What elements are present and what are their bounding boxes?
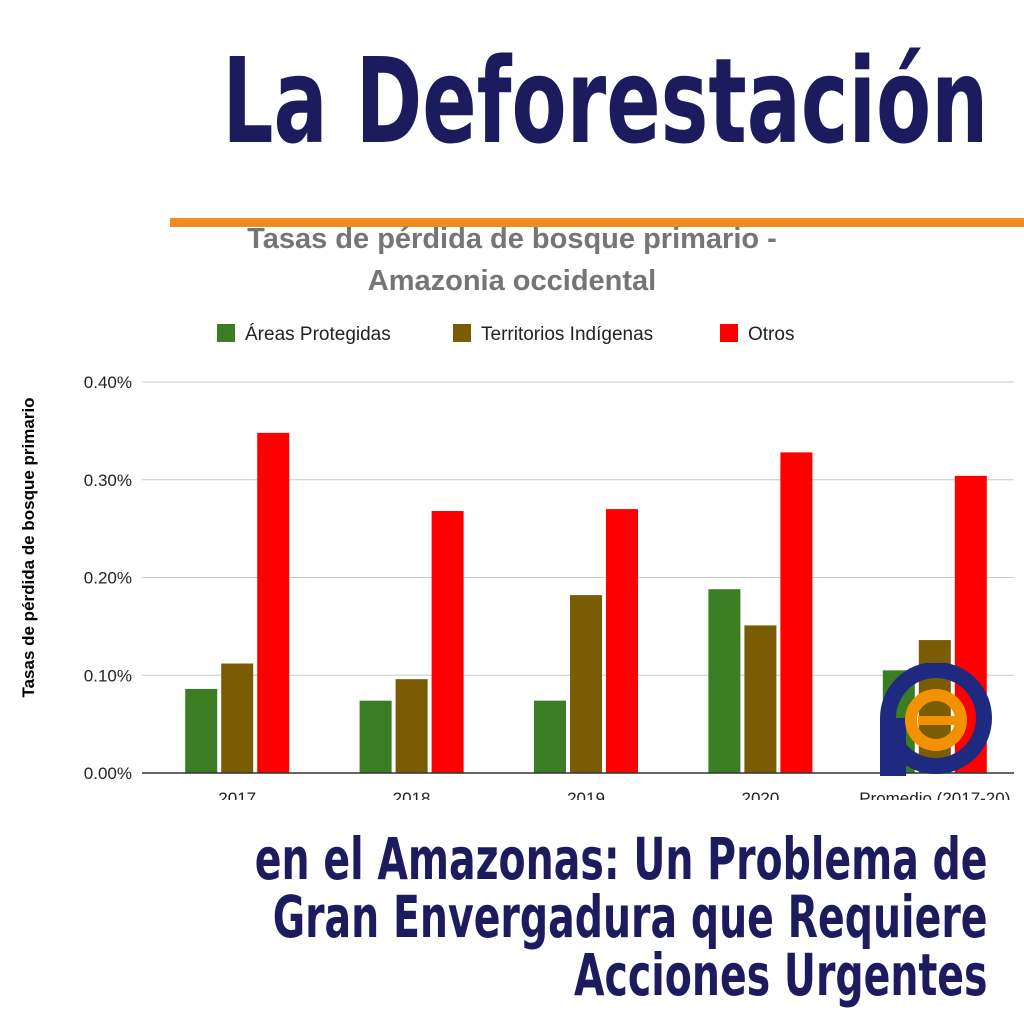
- headline-bottom-line-2: Gran Envergadura que Requiere: [273, 883, 988, 951]
- chart-bars: [185, 432, 987, 773]
- x-axis-ticks: 2017 2018 2019 2020 Promedio (2017-20): [218, 789, 1010, 800]
- logo-inner-ring: [905, 689, 967, 751]
- y-tick-label: 0.20%: [84, 569, 132, 588]
- y-tick-label: 0.10%: [84, 666, 132, 685]
- y-tick-label: 0.40%: [84, 373, 132, 392]
- bar: [395, 679, 428, 773]
- bar: [359, 700, 392, 773]
- bar: [744, 625, 777, 773]
- bar: [534, 700, 566, 773]
- logo-stem: [880, 718, 906, 776]
- bar-chart: Tasas de pérdida de bosque primario - Am…: [19, 223, 1014, 800]
- headline-bottom: en el Amazonas: Un Problema de Gran Enve…: [255, 830, 988, 1004]
- chart-title-line-2: Amazonia occidental: [368, 265, 656, 297]
- headline-top: La Deforestación: [222, 32, 988, 170]
- chart-legend: Áreas Protegidas Territorios Indígenas Otr…: [217, 324, 794, 345]
- bar: [431, 511, 464, 773]
- legend-swatch: [453, 324, 471, 342]
- accent-bar: [170, 218, 1024, 227]
- x-tick-label: 2019: [567, 789, 605, 800]
- legend-label: Otros: [748, 324, 794, 345]
- x-tick-label: 2020: [741, 789, 779, 800]
- headline-bottom-line-3: Acciones Urgentes: [574, 941, 988, 1009]
- legend-label: Áreas Protegidas: [245, 324, 391, 345]
- legend-swatch: [720, 324, 738, 342]
- y-axis-label: Tasas de pérdida de bosque primario: [19, 397, 38, 697]
- headline-bottom-line-1: en el Amazonas: Un Problema de: [255, 825, 988, 893]
- y-tick-label: 0.00%: [84, 764, 132, 783]
- bar: [570, 595, 602, 773]
- bar: [708, 589, 741, 773]
- x-tick-label: 2018: [393, 789, 431, 800]
- chart-title-line-1: Tasas de pérdida de bosque primario -: [247, 223, 777, 255]
- legend-swatch: [217, 324, 235, 342]
- ce-logo-icon: [880, 663, 992, 776]
- bar: [185, 688, 218, 773]
- bar: [606, 509, 638, 773]
- bar: [780, 452, 813, 773]
- y-axis-ticks: 0.00% 0.10% 0.20% 0.30% 0.40%: [84, 373, 132, 783]
- y-tick-label: 0.30%: [84, 471, 132, 490]
- bar: [221, 663, 254, 773]
- x-tick-label: 2017: [218, 789, 256, 800]
- legend-label: Territorios Indígenas: [481, 324, 653, 345]
- x-tick-label: Promedio (2017-20): [859, 789, 1010, 800]
- logo-inner-bar: [918, 716, 958, 725]
- bar: [257, 432, 290, 773]
